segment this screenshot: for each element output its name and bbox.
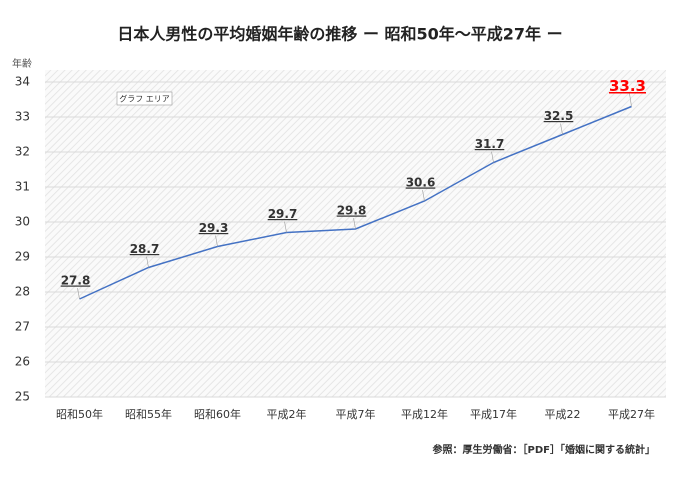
x-tick-label: 平成17年 <box>470 407 517 421</box>
tooltip-box <box>116 91 173 106</box>
source-note: 参照：厚生労働省：［PDF］「婚姻に関する統計」 <box>433 443 655 456</box>
leader-line <box>353 217 356 230</box>
plot-area <box>45 70 666 397</box>
leader-line <box>491 151 494 163</box>
leader-line <box>560 123 563 135</box>
data-label: 32.5 <box>544 109 574 123</box>
y-tick-label: 31 <box>15 180 30 194</box>
leader-line <box>77 287 80 300</box>
x-tick-label: 平成7年 <box>336 407 376 421</box>
data-label: 29.7 <box>268 207 298 221</box>
y-tick-label: 25 <box>15 390 30 404</box>
data-label: 31.7 <box>475 137 505 151</box>
y-axis-label: 年齢 <box>12 57 32 70</box>
y-tick-label: 33 <box>15 110 30 124</box>
data-label: 27.8 <box>61 274 91 288</box>
tooltip-text: グラフ エリア <box>119 94 170 104</box>
leader-line <box>146 256 149 268</box>
data-label: 29.3 <box>199 221 229 235</box>
x-tick-label: 昭和55年 <box>125 407 172 421</box>
y-tick-label: 34 <box>15 75 30 89</box>
x-tick-label: 昭和60年 <box>194 407 241 421</box>
y-tick-label: 27 <box>15 320 30 334</box>
leader-line <box>629 93 632 107</box>
y-tick-label: 30 <box>15 215 30 229</box>
leader-line <box>215 235 218 247</box>
data-label: 30.6 <box>406 176 436 190</box>
y-tick-label: 28 <box>15 285 30 299</box>
x-tick-label: 平成27年 <box>608 407 655 421</box>
chart-title: 日本人男性の平均婚姻年齢の推移 ー 昭和50年～平成27年 ー <box>117 25 562 44</box>
data-label: 28.7 <box>130 242 160 256</box>
x-tick-label: 平成2年 <box>267 407 307 421</box>
x-tick-label: 平成12年 <box>401 407 448 421</box>
y-tick-label: 26 <box>15 355 30 369</box>
x-tick-label: 昭和50年 <box>56 407 103 421</box>
leader-line <box>422 189 425 202</box>
leader-line <box>284 221 287 233</box>
data-label: 33.3 <box>609 77 646 95</box>
x-tick-label: 平成22 <box>545 408 581 421</box>
y-tick-label: 32 <box>15 145 30 159</box>
data-label: 29.8 <box>337 204 367 218</box>
y-tick-label: 29 <box>15 250 30 264</box>
